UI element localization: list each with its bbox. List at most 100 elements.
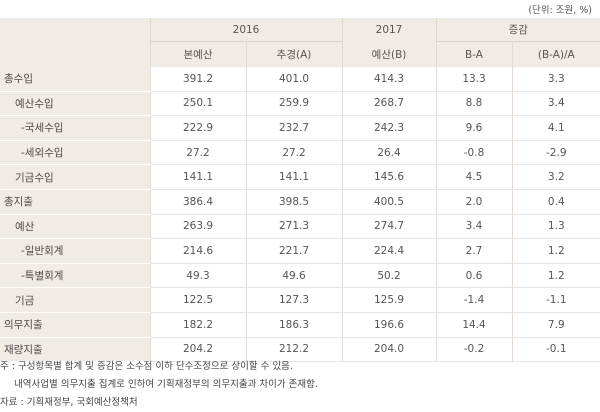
row-label: 기금수입 — [0, 164, 150, 190]
table-cell: 222.9 — [149, 115, 246, 141]
table-cell: 2.7 — [435, 238, 513, 264]
table-cell: 3.3 — [511, 67, 600, 92]
row-label: 예산수입 — [0, 91, 150, 117]
table-cell: 0.6 — [435, 263, 513, 289]
header-2017: 2017 — [341, 18, 437, 42]
table-cell: -1.1 — [511, 287, 600, 313]
table-cell: 391.2 — [149, 67, 246, 92]
table-cell: 27.2 — [245, 140, 343, 166]
header-stub — [0, 18, 150, 67]
table-cell: 204.0 — [341, 337, 437, 363]
table-cell: 4.1 — [511, 115, 600, 141]
table-cell: 196.6 — [341, 312, 437, 338]
table-row: -일반회계 214.6 221.7 224.4 2.7 1.2 — [0, 238, 600, 264]
row-label: -국세수입 — [0, 115, 150, 141]
row-label: 예산 — [0, 214, 150, 240]
table-cell: 224.4 — [341, 238, 437, 264]
table-cell: -1.4 — [435, 287, 513, 313]
table-cell: -0.8 — [435, 140, 513, 166]
table-cell: 221.7 — [245, 238, 343, 264]
table-cell: 50.2 — [341, 263, 437, 289]
table-cell: 1.2 — [511, 238, 600, 264]
table-cell: 204.2 — [149, 337, 246, 363]
table-cell: 182.2 — [149, 312, 246, 338]
header-budget-2017: 예산(B) — [341, 41, 437, 67]
header-row-columns: 본예산 추경(A) 예산(B) B-A (B-A)/A — [0, 41, 600, 67]
table-cell: 4.5 — [435, 164, 513, 190]
table-row: 총지출 386.4 398.5 400.5 2.0 0.4 — [0, 189, 600, 215]
table-cell: 1.3 — [511, 214, 600, 240]
footnotes: 주 : 구성항목별 합계 및 증감은 소수점 이하 단수조정으로 상이할 수 있… — [0, 358, 318, 412]
table-cell: 141.1 — [245, 164, 343, 190]
table-cell: -2.9 — [511, 140, 600, 166]
row-label: 기금 — [0, 287, 150, 313]
table-cell: 122.5 — [149, 287, 246, 313]
table-cell: 414.3 — [341, 67, 437, 92]
table-row: 기금 122.5 127.3 125.9 -1.4 -1.1 — [0, 287, 600, 313]
footnote-1: 주 : 구성항목별 합계 및 증감은 소수점 이하 단수조정으로 상이할 수 있… — [0, 361, 293, 372]
table-cell: 8.8 — [435, 91, 513, 117]
header-change: 증감 — [435, 18, 600, 42]
table-row: 예산 263.9 271.3 274.7 3.4 1.3 — [0, 214, 600, 240]
table-cell: 13.3 — [435, 67, 513, 92]
table-row: 총수입 391.2 401.0 414.3 13.3 3.3 — [0, 67, 600, 92]
table-row: 기금수입 141.1 141.1 145.6 4.5 3.2 — [0, 164, 600, 190]
table-cell: 27.2 — [149, 140, 246, 166]
table-cell: 271.3 — [245, 214, 343, 240]
table-cell: -0.1 — [511, 337, 600, 363]
header-2016: 2016 — [149, 18, 343, 42]
budget-table: 2016 2017 증감 본예산 추경(A) 예산(B) B-A (B-A)/A… — [0, 18, 600, 363]
table-cell: 250.1 — [149, 91, 246, 117]
table-cell: 49.3 — [149, 263, 246, 289]
table-cell: 3.4 — [511, 91, 600, 117]
table-cell: 2.0 — [435, 189, 513, 215]
table-cell: 214.6 — [149, 238, 246, 264]
table-cell: 232.7 — [245, 115, 343, 141]
table-cell: 398.5 — [245, 189, 343, 215]
table-cell: 125.9 — [341, 287, 437, 313]
row-label: 의무지출 — [0, 312, 150, 338]
table-row: -국세수입 222.9 232.7 242.3 9.6 4.1 — [0, 115, 600, 141]
table-body: 총수입 391.2 401.0 414.3 13.3 3.3 예산수입 250.1 259.9 2… — [0, 67, 600, 363]
table-cell: 268.7 — [341, 91, 437, 117]
table-row: 예산수입 250.1 259.9 268.7 8.8 3.4 — [0, 91, 600, 117]
header-budget: 본예산 — [149, 41, 246, 67]
header-supplementary: 추경(A) — [245, 41, 343, 67]
table-cell: 49.6 — [245, 263, 343, 289]
row-label: -일반회계 — [0, 238, 150, 264]
table-cell: -0.2 — [435, 337, 513, 363]
table-cell: 263.9 — [149, 214, 246, 240]
row-label: 총수입 — [0, 67, 150, 92]
header-difference: B-A — [435, 41, 513, 67]
header-row-years: 2016 2017 증감 — [0, 18, 600, 67]
table-row: 재량지출 204.2 212.2 204.0 -0.2 -0.1 — [0, 337, 600, 363]
table-cell: 1.2 — [511, 263, 600, 289]
table-row: -특별회계 49.3 49.6 50.2 0.6 1.2 — [0, 263, 600, 289]
table-row: -세외수입 27.2 27.2 26.4 -0.8 -2.9 — [0, 140, 600, 166]
table-cell: 386.4 — [149, 189, 246, 215]
footnote-2: 내역사업별 의무지출 집계로 인하여 기획재정부의 의무지출과 차이가 존재함. — [14, 379, 318, 390]
header-rate: (B-A)/A — [511, 41, 600, 67]
table-cell: 274.7 — [341, 214, 437, 240]
row-label: 재량지출 — [0, 337, 150, 363]
table-cell: 401.0 — [245, 67, 343, 92]
table-cell: 400.5 — [341, 189, 437, 215]
table-cell: 145.6 — [341, 164, 437, 190]
table-cell: 7.9 — [511, 312, 600, 338]
table-cell: 26.4 — [341, 140, 437, 166]
table-cell: 3.4 — [435, 214, 513, 240]
table-cell: 141.1 — [149, 164, 246, 190]
row-label: -특별회계 — [0, 263, 150, 289]
row-label: 총지출 — [0, 189, 150, 215]
table-cell: 9.6 — [435, 115, 513, 141]
row-label: -세외수입 — [0, 140, 150, 166]
table-cell: 127.3 — [245, 287, 343, 313]
table-cell: 186.3 — [245, 312, 343, 338]
table-cell: 242.3 — [341, 115, 437, 141]
table-cell: 3.2 — [511, 164, 600, 190]
source-note: 자료 : 기획재정부, 국회예산정책처 — [0, 397, 138, 408]
table-row: 의무지출 182.2 186.3 196.6 14.4 7.9 — [0, 312, 600, 338]
table-cell: 0.4 — [511, 189, 600, 215]
table-cell: 212.2 — [245, 337, 343, 363]
table-cell: 14.4 — [435, 312, 513, 338]
